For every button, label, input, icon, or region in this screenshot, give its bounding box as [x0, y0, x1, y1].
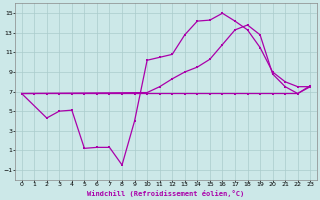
X-axis label: Windchill (Refroidissement éolien,°C): Windchill (Refroidissement éolien,°C) — [87, 190, 244, 197]
